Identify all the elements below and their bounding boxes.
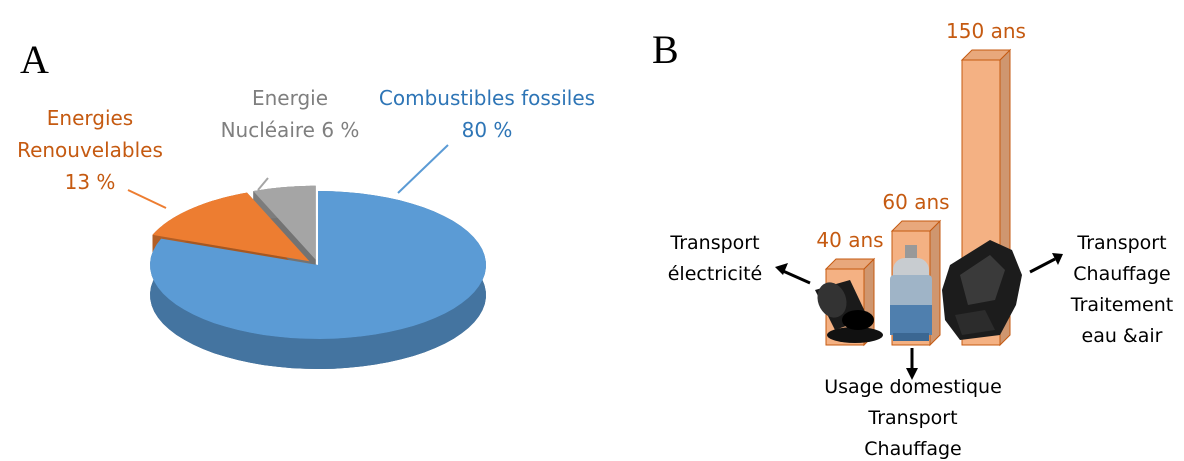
coal-icon bbox=[942, 240, 1022, 340]
annotation-line: Transport bbox=[868, 407, 958, 429]
gas-icon bbox=[890, 245, 932, 341]
slice bbox=[152, 192, 310, 262]
annotation: Usage domestique Transport Chauffage bbox=[824, 372, 1002, 461]
category-name: Energies Renouvelables bbox=[17, 106, 163, 162]
category-name: Energie Nucléaire bbox=[220, 86, 329, 142]
annotation-line: électricité bbox=[667, 263, 763, 285]
oil-icon bbox=[815, 280, 883, 343]
slice bbox=[253, 185, 316, 260]
annotation-line: Usage domestique bbox=[824, 376, 1002, 398]
value-label: 13 % bbox=[64, 170, 116, 194]
value-label: 80 % bbox=[461, 118, 513, 142]
annotation-line: Traitement bbox=[1070, 294, 1174, 316]
leader-line bbox=[127, 189, 167, 209]
panel-label: A bbox=[20, 37, 49, 82]
value-label: 150 ans bbox=[946, 19, 1026, 43]
value-label: 60 ans bbox=[882, 190, 949, 214]
leader-line bbox=[397, 144, 449, 194]
category-name: Combustibles fossiles bbox=[378, 86, 596, 110]
value-label: 6 % bbox=[321, 118, 360, 142]
value-label: 40 ans bbox=[816, 228, 883, 252]
panel-label: B bbox=[652, 27, 679, 72]
arrows bbox=[775, 253, 1063, 380]
annotation-line: Transport bbox=[670, 232, 760, 254]
annotation: Transport électricité bbox=[668, 228, 763, 290]
slice-label: Energie Nucléaire 6 % bbox=[220, 82, 360, 146]
annotation: Transport Chauffage Traitement eau &air bbox=[1071, 228, 1173, 352]
leader-line bbox=[257, 177, 269, 191]
annotation-line: eau &air bbox=[1081, 325, 1163, 347]
slice bbox=[150, 191, 486, 339]
slice-label: Combustibles fossiles 80 % bbox=[357, 82, 617, 146]
annotation-line: Chauffage bbox=[1073, 263, 1171, 285]
slice-label: Energies Renouvelables 13 % bbox=[5, 102, 175, 198]
annotation-line: Transport bbox=[1077, 232, 1167, 254]
annotation-line: Chauffage bbox=[864, 438, 962, 460]
